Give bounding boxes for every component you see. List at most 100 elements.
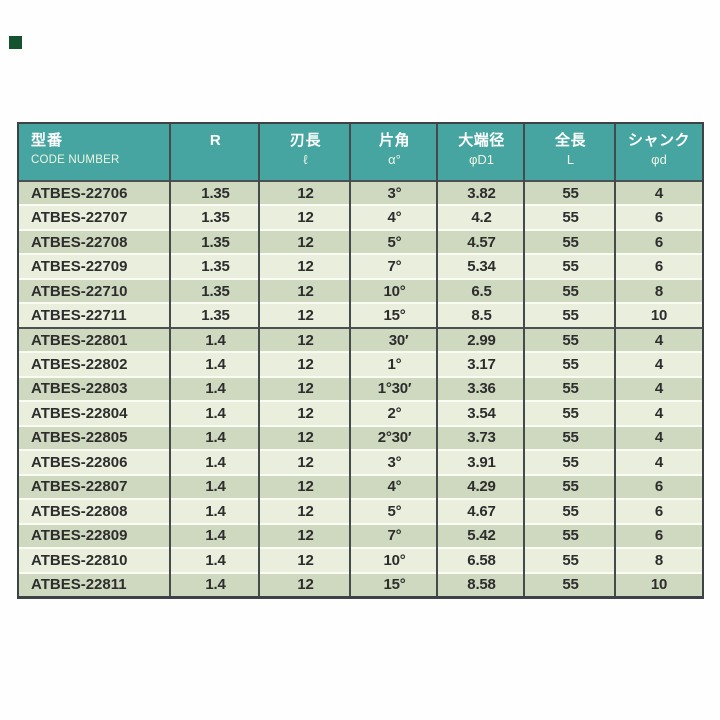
value-cell: 4: [654, 380, 664, 398]
header-r: R: [171, 124, 260, 180]
value-cell: 1.4: [205, 478, 226, 496]
code-number-cell: ATBES-22711: [31, 307, 127, 325]
value-cell: 10: [650, 307, 668, 325]
value-cell: 30′: [380, 331, 409, 349]
code-number-cell: ATBES-22804: [31, 404, 128, 422]
value-cell: 8: [654, 551, 664, 569]
value-cell: 1.4: [205, 429, 226, 447]
table-row: ATBES-22803 1.4 12 1°30′ 3.36 55 4: [19, 375, 702, 401]
value-cell: 1.4: [205, 551, 226, 569]
code-number-cell: ATBES-22807: [31, 478, 128, 496]
value-cell: 12: [297, 576, 314, 594]
value-cell: 2°: [387, 404, 402, 422]
value-cell: 1.4: [205, 502, 226, 520]
header-overall-length: 全長 L: [525, 124, 616, 180]
value-cell: 4.57: [467, 233, 496, 251]
code-number-cell: ATBES-22706: [31, 184, 128, 202]
code-number-cell: ATBES-22805: [31, 429, 128, 447]
value-cell: 5.34: [467, 258, 496, 276]
value-cell: 1.35: [201, 184, 230, 202]
table-row: ATBES-22811 1.4 12 15° 8.58 55 10: [19, 571, 702, 596]
table-row: ATBES-22709 1.35 12 7° 5.34 55 6: [19, 253, 702, 278]
value-cell: 8: [654, 282, 664, 300]
value-cell: 12: [297, 209, 314, 227]
value-cell: 12: [297, 429, 314, 447]
table-row: ATBES-22711 1.35 12 15° 8.5 55 10: [19, 302, 702, 327]
value-cell: 4: [654, 404, 664, 422]
value-cell: 4: [654, 331, 664, 349]
value-cell: 55: [562, 258, 579, 276]
code-number-cell: ATBES-22809: [31, 527, 128, 545]
value-cell: 55: [562, 551, 579, 569]
value-cell: 3.36: [467, 380, 496, 398]
value-cell: 6.58: [467, 551, 496, 569]
header-sub-label: φd: [651, 152, 667, 167]
value-cell: 55: [562, 429, 579, 447]
table-inner: 型番 CODE NUMBER R 刃長 ℓ 片角 α° 大端径 φD1 全長 L: [19, 124, 702, 596]
value-cell: 55: [562, 380, 579, 398]
value-cell: 6: [654, 527, 664, 545]
header-label: 刃長: [289, 132, 321, 149]
value-cell: 3.73: [467, 429, 496, 447]
value-cell: 1°30′: [377, 380, 412, 398]
header-sub-label: L: [566, 152, 575, 167]
header-label: 大端径: [458, 132, 505, 149]
value-cell: 4.29: [467, 478, 496, 496]
table-row: ATBES-22707 1.35 12 4° 4.2 55 6: [19, 204, 702, 229]
value-cell: 55: [562, 478, 579, 496]
corner-marker: [9, 36, 22, 49]
value-cell: 15°: [383, 576, 406, 594]
value-cell: 10°: [383, 551, 406, 569]
value-cell: 3.17: [467, 356, 496, 374]
value-cell: 4°: [387, 209, 402, 227]
table-row: ATBES-22805 1.4 12 2°30′ 3.73 55 4: [19, 424, 702, 450]
value-cell: 12: [297, 404, 314, 422]
header-label: 片角: [378, 132, 410, 149]
value-cell: 1.35: [201, 233, 230, 251]
value-cell: 55: [562, 233, 579, 251]
code-number-cell: ATBES-22806: [31, 453, 128, 471]
value-cell: 3.54: [467, 404, 496, 422]
table-row: ATBES-22806 1.4 12 3° 3.91 55 4: [19, 449, 702, 474]
header-label: R: [209, 132, 222, 149]
header-sub-label: α°: [388, 152, 401, 167]
value-cell: 55: [562, 184, 579, 202]
value-cell: 12: [297, 233, 314, 251]
value-cell: 55: [562, 356, 579, 374]
column-separator: [614, 124, 616, 596]
value-cell: 4: [654, 453, 664, 471]
table-row: ATBES-22808 1.4 12 5° 4.67 55 6: [19, 498, 702, 523]
value-cell: 12: [297, 478, 314, 496]
value-cell: 4: [654, 356, 664, 374]
value-cell: 12: [297, 331, 314, 349]
table-row: ATBES-22708 1.35 12 5° 4.57 55 6: [19, 228, 702, 254]
code-number-cell: ATBES-22811: [31, 576, 127, 594]
code-number-cell: ATBES-22808: [31, 502, 128, 520]
column-separator: [169, 124, 171, 596]
column-separator: [258, 124, 260, 596]
value-cell: 55: [562, 404, 579, 422]
value-cell: 6: [654, 233, 664, 251]
value-cell: 55: [562, 282, 579, 300]
table-row: ATBES-22804 1.4 12 2° 3.54 55 4: [19, 400, 702, 425]
value-cell: 5°: [387, 502, 402, 520]
header-sub-label: ℓ: [303, 152, 308, 167]
value-cell: 1.35: [201, 258, 230, 276]
value-cell: 4: [654, 429, 664, 447]
code-number-cell: ATBES-22708: [31, 233, 128, 251]
value-cell: 1.4: [205, 527, 226, 545]
value-cell: 12: [297, 380, 314, 398]
value-cell: 12: [297, 356, 314, 374]
spec-table: 型番 CODE NUMBER R 刃長 ℓ 片角 α° 大端径 φD1 全長 L: [17, 122, 704, 599]
code-number-cell: ATBES-22803: [31, 380, 128, 398]
value-cell: 1.4: [205, 356, 226, 374]
value-cell: 12: [297, 453, 314, 471]
value-cell: 3°: [387, 453, 402, 471]
table-row: ATBES-22802 1.4 12 1° 3.17 55 4: [19, 351, 702, 376]
value-cell: 4°: [387, 478, 402, 496]
value-cell: 1.4: [205, 404, 226, 422]
value-cell: 3.82: [467, 184, 496, 202]
value-cell: 1.4: [205, 331, 226, 349]
header-flute-length: 刃長 ℓ: [260, 124, 351, 180]
code-number-cell: ATBES-22801: [31, 331, 128, 349]
